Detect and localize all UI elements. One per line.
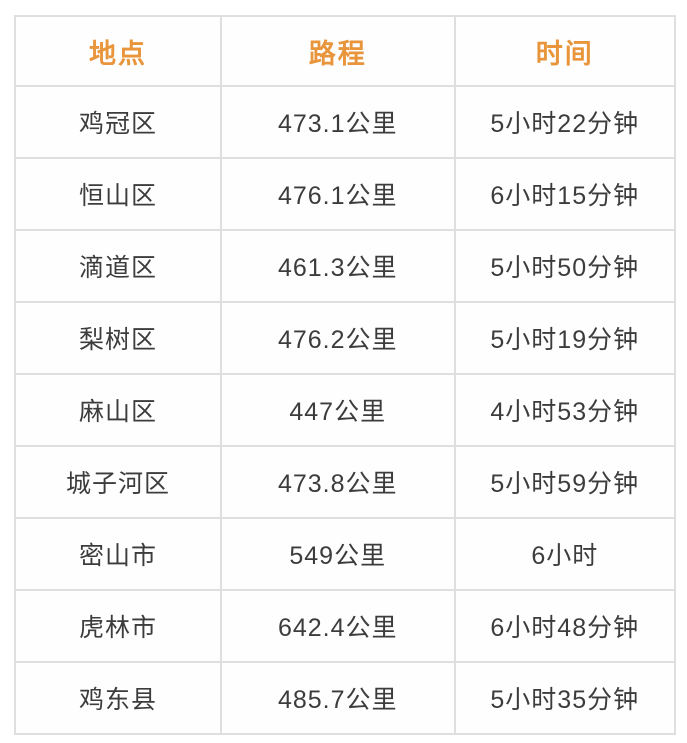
table-row: 恒山区 476.1公里 6小时15分钟 xyxy=(14,157,677,231)
distance-cell: 549公里 xyxy=(219,517,456,591)
location-cell: 鸡东县 xyxy=(14,661,222,735)
time-cell: 5小时35分钟 xyxy=(453,661,677,735)
time-cell: 5小时59分钟 xyxy=(453,445,677,519)
location-cell: 麻山区 xyxy=(14,373,222,447)
table-row: 梨树区 476.2公里 5小时19分钟 xyxy=(14,301,677,375)
location-cell: 滴道区 xyxy=(14,229,222,303)
table-body: 鸡冠区 473.1公里 5小时22分钟 恒山区 476.1公里 6小时15分钟 … xyxy=(14,85,677,735)
distance-cell: 485.7公里 xyxy=(219,661,456,735)
time-cell: 5小时50分钟 xyxy=(453,229,677,303)
location-cell: 密山市 xyxy=(14,517,222,591)
time-cell: 4小时53分钟 xyxy=(453,373,677,447)
table-row: 城子河区 473.8公里 5小时59分钟 xyxy=(14,445,677,519)
table-header: 地点 路程 时间 xyxy=(14,15,677,87)
column-header-distance: 路程 xyxy=(219,15,456,87)
distance-time-table: 地点 路程 时间 鸡冠区 473.1公里 5小时22分钟 恒山区 476.1公里… xyxy=(14,15,677,735)
location-cell: 城子河区 xyxy=(14,445,222,519)
table-row: 虎林市 642.4公里 6小时48分钟 xyxy=(14,589,677,663)
distance-cell: 476.1公里 xyxy=(219,157,456,231)
table-row: 鸡冠区 473.1公里 5小时22分钟 xyxy=(14,85,677,159)
distance-cell: 447公里 xyxy=(219,373,456,447)
table-row: 滴道区 461.3公里 5小时50分钟 xyxy=(14,229,677,303)
distance-cell: 476.2公里 xyxy=(219,301,456,375)
location-cell: 恒山区 xyxy=(14,157,222,231)
location-cell: 鸡冠区 xyxy=(14,85,222,159)
table-row: 鸡东县 485.7公里 5小时35分钟 xyxy=(14,661,677,735)
header-row: 地点 路程 时间 xyxy=(14,15,677,87)
table-row: 麻山区 447公里 4小时53分钟 xyxy=(14,373,677,447)
time-cell: 5小时22分钟 xyxy=(453,85,677,159)
time-cell: 6小时 xyxy=(453,517,677,591)
time-cell: 6小时48分钟 xyxy=(453,589,677,663)
table-row: 密山市 549公里 6小时 xyxy=(14,517,677,591)
location-cell: 梨树区 xyxy=(14,301,222,375)
distance-cell: 473.8公里 xyxy=(219,445,456,519)
distance-cell: 642.4公里 xyxy=(219,589,456,663)
time-cell: 5小时19分钟 xyxy=(453,301,677,375)
location-cell: 虎林市 xyxy=(14,589,222,663)
distance-cell: 473.1公里 xyxy=(219,85,456,159)
time-cell: 6小时15分钟 xyxy=(453,157,677,231)
column-header-time: 时间 xyxy=(453,15,677,87)
distance-cell: 461.3公里 xyxy=(219,229,456,303)
column-header-location: 地点 xyxy=(14,15,222,87)
